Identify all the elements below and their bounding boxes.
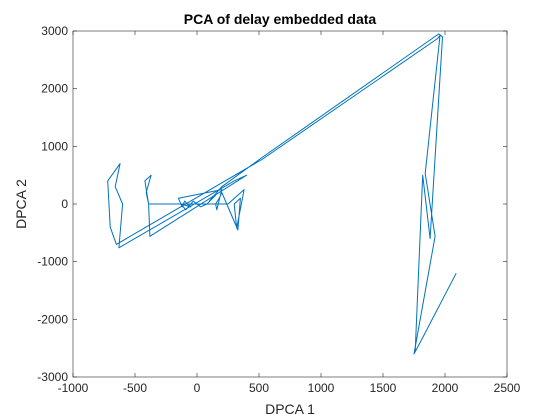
x-tick-label: 1000 xyxy=(308,381,335,395)
y-tick-label: -1000 xyxy=(37,255,68,269)
plot-area: -1000 -500 0 500 1000 1500 2000 2500 -3000 -2000… xyxy=(37,24,520,395)
series-layer xyxy=(107,33,457,355)
x-tick-label: 2500 xyxy=(494,381,521,395)
chart-title: PCA of delay embedded data xyxy=(184,11,377,27)
x-tick-label: -1000 xyxy=(58,381,89,395)
series-line xyxy=(107,33,457,355)
y-tick-label: 1000 xyxy=(41,139,68,153)
x-axis-label: DPCA 1 xyxy=(265,401,315,417)
y-tick-label: -3000 xyxy=(37,370,68,384)
y-tick-label: -2000 xyxy=(37,312,68,326)
y-tick-label: 3000 xyxy=(41,24,68,38)
x-tick-label: 0 xyxy=(194,381,201,395)
x-tick-label: 2000 xyxy=(432,381,459,395)
y-axis-ticks: -3000 -2000 -1000 0 1000 2000 3000 xyxy=(37,24,507,384)
x-tick-label: 1500 xyxy=(370,381,397,395)
y-tick-label: 0 xyxy=(61,197,68,211)
axes-box xyxy=(72,30,508,378)
y-axis-label: DPCA 2 xyxy=(13,179,29,229)
x-axis-ticks: -1000 -500 0 500 1000 1500 2000 2500 xyxy=(58,31,521,395)
y-tick-label: 2000 xyxy=(41,82,68,96)
x-tick-label: 500 xyxy=(249,381,269,395)
x-tick-label: -500 xyxy=(123,381,147,395)
